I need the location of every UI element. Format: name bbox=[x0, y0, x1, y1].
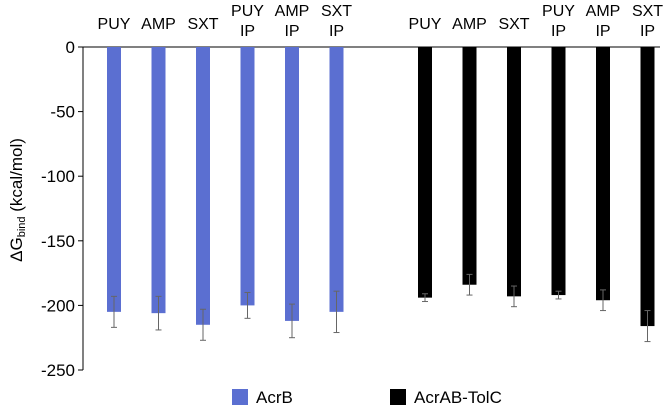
y-tick-label: -200 bbox=[41, 296, 75, 315]
category-label-line2: IP bbox=[551, 23, 566, 40]
bar-acrab-tolc-5 bbox=[596, 47, 610, 301]
bar-acrab-tolc-1 bbox=[418, 47, 432, 298]
category-label: PUY bbox=[231, 3, 264, 20]
category-label: PUY bbox=[98, 16, 131, 33]
category-label: SXT bbox=[187, 16, 218, 33]
y-tick-label: -50 bbox=[50, 103, 75, 122]
category-label: PUY bbox=[409, 16, 442, 33]
category-label: AMP bbox=[141, 16, 176, 33]
bar-acrab-tolc-6 bbox=[640, 47, 655, 327]
bar-acrb-3 bbox=[196, 47, 210, 325]
y-tick-label: 0 bbox=[66, 38, 75, 57]
y-axis-label-sub: bind bbox=[16, 217, 28, 238]
legend-swatch-acrb bbox=[232, 389, 248, 405]
category-label-line2: IP bbox=[284, 23, 299, 40]
bar-acrab-tolc-3 bbox=[507, 47, 521, 297]
bar-acrab-tolc-4 bbox=[551, 47, 566, 296]
category-label-line2: IP bbox=[640, 23, 655, 40]
category-label: SXT bbox=[498, 16, 529, 33]
category-label: AMP bbox=[275, 3, 310, 20]
category-label: SXT bbox=[321, 3, 352, 20]
bars bbox=[107, 47, 655, 327]
error-bars bbox=[111, 273, 651, 343]
category-label: SXT bbox=[632, 3, 663, 20]
y-tick-label: -250 bbox=[41, 361, 75, 380]
y-tick-label: -150 bbox=[41, 232, 75, 251]
category-labels: PUY AMP SXT PUY IP AMP IP SXT IP PUY AMP SXT PUY IP AM… bbox=[98, 3, 664, 40]
category-label: PUY bbox=[542, 3, 575, 20]
legend: AcrB AcrAB-TolC bbox=[232, 388, 502, 407]
bar-acrab-tolc-2 bbox=[462, 47, 477, 285]
bar-acrb-2 bbox=[151, 47, 166, 314]
category-label: AMP bbox=[586, 3, 621, 20]
y-axis-label-main: ΔG bbox=[7, 237, 26, 262]
axes: 0 -50 -100 -150 -200 -250 bbox=[41, 38, 660, 380]
bar-acrb-1 bbox=[107, 47, 121, 312]
category-label-line2: IP bbox=[329, 23, 344, 40]
legend-label-acrb: AcrB bbox=[256, 388, 293, 407]
legend-swatch-acrab-tolc bbox=[390, 389, 406, 405]
bar-acrb-4 bbox=[240, 47, 255, 306]
svg-text:ΔGbind (kcal/mol): ΔGbind (kcal/mol) bbox=[7, 138, 28, 262]
bar-acrb-5 bbox=[285, 47, 299, 321]
bar-acrb-6 bbox=[329, 47, 344, 312]
category-label: AMP bbox=[452, 16, 487, 33]
y-tick-label: -100 bbox=[41, 167, 75, 186]
y-axis-label: ΔGbind (kcal/mol) bbox=[7, 138, 28, 262]
category-label-line2: IP bbox=[240, 23, 255, 40]
legend-label-acrab-tolc: AcrAB-TolC bbox=[414, 388, 502, 407]
category-label-line2: IP bbox=[595, 23, 610, 40]
y-axis-label-unit: (kcal/mol) bbox=[7, 138, 26, 216]
